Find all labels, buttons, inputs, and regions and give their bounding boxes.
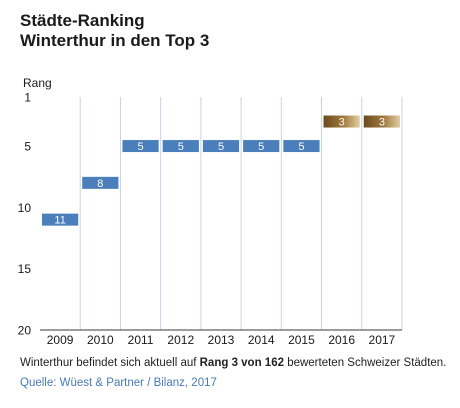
chart-title-line-1: Städte-Ranking	[20, 11, 145, 30]
x-tick-label: 2017	[369, 333, 396, 345]
data-label-2011: 5	[137, 141, 143, 153]
source-note: Quelle: Wüest & Partner / Bilanz, 2017	[20, 377, 217, 389]
y-axis-label: Rang	[23, 76, 52, 90]
y-tick-label: 15	[18, 262, 32, 276]
x-tick-label: 2013	[208, 333, 235, 345]
bar-2009	[42, 213, 79, 226]
data-label-2016: 3	[339, 117, 345, 129]
x-tick-label: 2012	[167, 333, 194, 345]
note-highlight: Rang 3 von 162	[199, 357, 284, 369]
x-tick-label: 2011	[128, 333, 154, 345]
chart-title-line-2: Winterthur in den Top 3	[20, 31, 210, 50]
y-tick-label: 1	[24, 91, 31, 105]
chart-note: Winterthur befindet sich aktuell auf Ran…	[20, 357, 446, 369]
x-tick-label: 2010	[87, 333, 114, 345]
bar-2015	[283, 140, 320, 153]
data-label-2013: 5	[218, 141, 224, 153]
bar-2016	[323, 115, 360, 128]
note-text-end: bewerteten Schweizer Städten.	[284, 357, 447, 369]
bar-2012	[162, 140, 199, 153]
y-tick-label: 5	[24, 140, 31, 154]
bar-2011	[122, 140, 159, 153]
bar-2014	[243, 140, 280, 153]
y-tick-label: 20	[18, 324, 32, 338]
bar-2017	[363, 115, 400, 128]
x-tick-label: 2014	[248, 333, 275, 345]
bar-2010	[82, 176, 119, 189]
data-label-2015: 5	[298, 141, 304, 153]
data-label-2017: 3	[379, 117, 385, 129]
data-label-2014: 5	[258, 141, 264, 153]
x-tick-label: 2015	[288, 333, 315, 345]
y-tick-label: 10	[18, 201, 32, 215]
x-tick-label: 2009	[47, 333, 74, 345]
bar-2013	[202, 140, 240, 153]
x-tick-label: 2016	[328, 333, 355, 345]
data-label-2010: 8	[97, 178, 103, 190]
note-text-start: Winterthur befindet sich aktuell auf	[20, 357, 200, 369]
data-label-2009: 11	[54, 215, 65, 227]
data-label-2012: 5	[178, 141, 184, 153]
chart-title: Städte-Ranking Winterthur in den Top 3	[20, 11, 209, 51]
